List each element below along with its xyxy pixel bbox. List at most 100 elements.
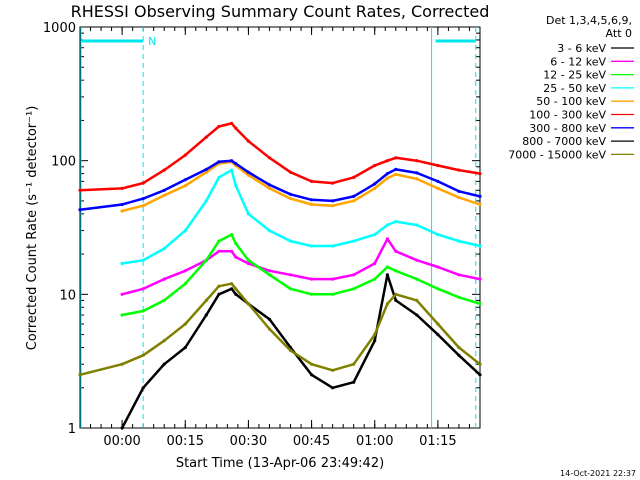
- data-point: [310, 244, 314, 248]
- chart-title: RHESSI Observing Summary Count Rates, Co…: [71, 2, 490, 21]
- data-point: [310, 179, 314, 183]
- data-point: [234, 162, 238, 166]
- data-point: [310, 198, 314, 202]
- x-tick-label: 01:15: [419, 434, 456, 449]
- data-point: [183, 269, 187, 273]
- data-point: [478, 172, 482, 176]
- data-point: [288, 197, 293, 201]
- data-point: [234, 292, 238, 296]
- x-tick-label: 00:15: [167, 434, 204, 449]
- data-point: [288, 287, 293, 291]
- data-point: [331, 292, 335, 296]
- data-point: [373, 261, 377, 266]
- y-axis-label: Corrected Count Rate (s⁻¹ detector⁻¹): [25, 106, 40, 351]
- data-point: [204, 298, 208, 302]
- data-point: [162, 362, 166, 366]
- data-point: [436, 265, 440, 269]
- data-point: [141, 386, 145, 390]
- data-point: [267, 273, 272, 277]
- data-point: [288, 273, 293, 277]
- data-point: [267, 183, 272, 187]
- data-point: [183, 178, 187, 182]
- y-tick-label: 1: [68, 422, 76, 437]
- data-point: [352, 380, 356, 384]
- x-tick-label: 00:00: [103, 434, 140, 449]
- data-point: [385, 223, 389, 227]
- data-point: [352, 199, 356, 203]
- data-point: [352, 175, 356, 179]
- series-line: [79, 122, 481, 192]
- data-point: [385, 237, 389, 241]
- data-point: [373, 186, 377, 190]
- data-point: [162, 277, 166, 281]
- data-point: [310, 292, 314, 296]
- data-point: [234, 241, 238, 246]
- data-point: [436, 287, 440, 291]
- data-point: [230, 287, 234, 291]
- x-axis-label: Start Time (13-Apr-06 23:49:42): [176, 456, 384, 471]
- data-point: [183, 322, 187, 326]
- data-point: [217, 124, 221, 129]
- data-point: [415, 313, 419, 317]
- y-tick-label: 10: [59, 288, 76, 303]
- data-point: [436, 163, 440, 168]
- data-point: [162, 247, 166, 251]
- data-point: [120, 313, 124, 317]
- x-tick-label: 00:30: [230, 434, 267, 449]
- data-point: [267, 269, 272, 273]
- data-point: [394, 292, 398, 296]
- data-point: [478, 202, 482, 207]
- series-line: [79, 282, 481, 377]
- data-point: [436, 233, 440, 237]
- data-point: [415, 223, 419, 227]
- data-point: [78, 208, 82, 212]
- data-point: [478, 194, 482, 198]
- data-point: [310, 373, 314, 377]
- data-point: [415, 177, 419, 181]
- data-point: [246, 173, 250, 177]
- data-point: [331, 368, 335, 372]
- data-point: [385, 159, 389, 163]
- legend-label: 800 - 7000 keV: [522, 135, 606, 148]
- series-line: [120, 273, 481, 429]
- data-point: [183, 282, 187, 286]
- data-point: [230, 233, 234, 237]
- legend-header-line-2: Att 0: [606, 27, 632, 40]
- legend-label: 50 - 100 keV: [536, 95, 606, 108]
- data-point: [352, 362, 356, 366]
- data-point: [310, 277, 314, 281]
- data-point: [352, 287, 356, 291]
- series-lines: [78, 121, 482, 430]
- legend-label: 3 - 6 keV: [557, 42, 606, 55]
- data-point: [457, 273, 461, 277]
- data-point: [230, 121, 234, 125]
- data-point: [246, 258, 250, 262]
- data-point: [162, 188, 166, 192]
- data-point: [141, 287, 145, 291]
- data-point: [373, 333, 377, 337]
- data-point: [78, 188, 82, 192]
- data-point: [162, 193, 166, 197]
- data-point: [162, 339, 166, 343]
- data-point: [457, 353, 461, 357]
- data-point: [204, 258, 208, 262]
- series-line: [121, 160, 481, 213]
- data-point: [120, 426, 124, 430]
- data-point: [120, 292, 124, 296]
- data-point: [415, 171, 419, 175]
- data-point: [234, 184, 238, 188]
- data-point: [394, 172, 398, 176]
- data-point: [267, 229, 272, 233]
- data-point: [267, 317, 272, 321]
- series-line: [79, 159, 481, 211]
- data-point: [288, 348, 293, 353]
- data-point: [478, 373, 482, 377]
- data-point: [457, 345, 461, 350]
- data-point: [394, 156, 398, 160]
- data-point: [457, 168, 461, 172]
- data-point: [436, 333, 440, 337]
- data-point: [457, 195, 461, 200]
- data-point: [331, 181, 335, 185]
- data-point: [288, 239, 293, 243]
- data-point: [183, 345, 187, 350]
